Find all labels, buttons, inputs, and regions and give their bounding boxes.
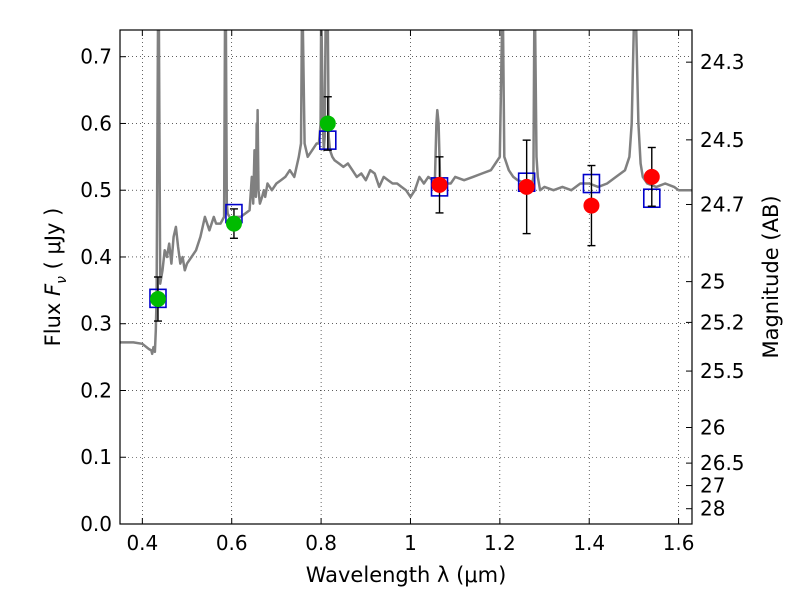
spectrum-line xyxy=(120,30,692,356)
x-axis-label: Wavelength λ (μm) xyxy=(306,563,507,587)
x-tick-label: 0.8 xyxy=(305,531,337,555)
right-tick-label: 25 xyxy=(700,270,725,294)
y-tick-label: 0.1 xyxy=(80,445,112,469)
photometry-point xyxy=(319,115,336,132)
x-tick-label: 0.6 xyxy=(216,531,248,555)
plot-area xyxy=(120,30,692,524)
y-tick-label: 0.4 xyxy=(80,245,112,269)
y-tick-label: 0.3 xyxy=(80,312,112,336)
right-tick-label: 26 xyxy=(700,416,725,440)
right-tick-label: 26.5 xyxy=(700,451,745,475)
x-tick-label: 1.2 xyxy=(484,531,516,555)
right-axis-label: Magnitude (AB) xyxy=(759,195,783,358)
plot-frame xyxy=(119,29,693,525)
x-tick-label: 1.4 xyxy=(573,531,605,555)
series-layer xyxy=(120,30,692,356)
photometry-point xyxy=(583,197,600,214)
right-tick-label: 24.3 xyxy=(700,50,745,74)
right-tick-label: 24.5 xyxy=(700,128,745,152)
photometry-point xyxy=(518,178,535,195)
photometry-point xyxy=(431,176,448,193)
photometry-point xyxy=(643,168,660,185)
y-tick-label: 0.0 xyxy=(80,512,112,536)
y-axis-label: Flux Fν ( μJy ) xyxy=(41,208,70,347)
right-tick-label: 25.5 xyxy=(700,359,745,383)
y-tick-label: 0.6 xyxy=(80,111,112,135)
right-tick-label: 27 xyxy=(700,474,725,498)
x-tick-label: 1 xyxy=(404,531,417,555)
y-tick-label: 0.2 xyxy=(80,378,112,402)
right-tick-label: 25.2 xyxy=(700,310,745,334)
y-tick-label: 0.7 xyxy=(80,45,112,69)
right-tick-label: 24.7 xyxy=(700,192,745,216)
right-tick-label: 28 xyxy=(700,497,725,521)
ticks: 0.4 0.6 0.8 1 1.2 1.4 1.6 0.0 0.1 0.2 0.3 0.4 0.5 0.6… xyxy=(80,30,745,555)
photometry-point xyxy=(149,291,166,308)
y-tick-label: 0.5 xyxy=(80,178,112,202)
photometry-point xyxy=(225,215,242,232)
x-tick-label: 0.4 xyxy=(126,531,158,555)
x-tick-label: 1.6 xyxy=(663,531,695,555)
